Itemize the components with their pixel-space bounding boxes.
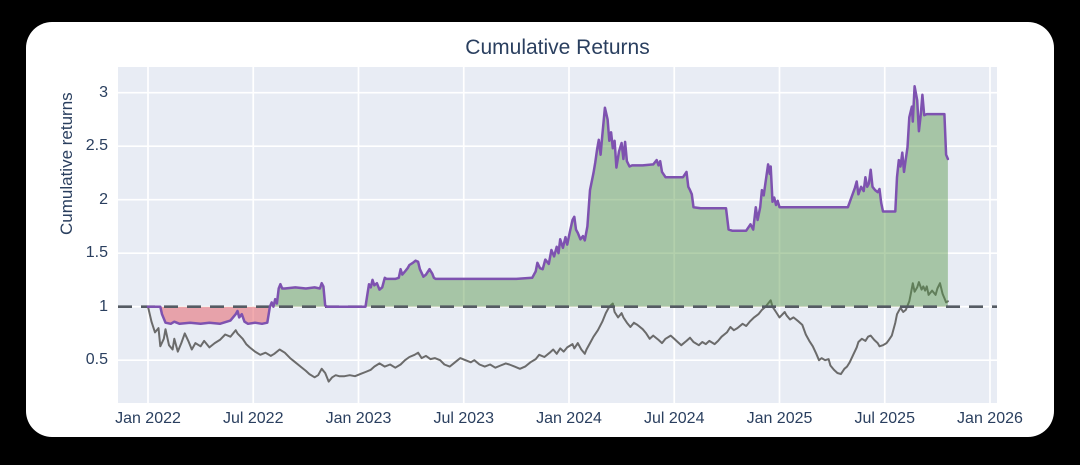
- plot-background: [118, 67, 997, 403]
- x-tick-label: Jan 2023: [325, 410, 392, 427]
- chart-svg: [118, 67, 997, 403]
- strategy-loss-area: [148, 306, 948, 324]
- x-tick-label: Jul 2024: [643, 410, 705, 427]
- x-tick-label: Jan 2026: [957, 410, 1023, 427]
- strategy-line: [146, 85, 950, 326]
- x-tick-label: Jul 2023: [433, 410, 494, 427]
- x-tick-label: Jan 2024: [536, 410, 602, 427]
- x-tick-label: Jul 2022: [222, 410, 284, 427]
- y-tick-label: 3: [99, 83, 108, 101]
- plot-area[interactable]: [118, 67, 997, 403]
- x-tick-label: Jan 2022: [115, 410, 181, 427]
- x-tick-label: Jan 2025: [746, 410, 813, 427]
- chart-title: Cumulative Returns: [465, 36, 650, 59]
- chart-card: Cumulative Returns Cumulative returns Ja…: [26, 22, 1054, 437]
- y-tick-label: 1.5: [85, 244, 108, 262]
- y-tick-label: 2: [99, 190, 108, 208]
- y-tick-label: 1: [99, 297, 108, 315]
- benchmark-line: [147, 281, 949, 383]
- strategy-gain-area: [269, 86, 948, 307]
- y-tick-label: 2.5: [85, 137, 108, 155]
- x-tick-label: Jul 2025: [854, 410, 915, 427]
- y-tick-label: 0.5: [85, 351, 108, 369]
